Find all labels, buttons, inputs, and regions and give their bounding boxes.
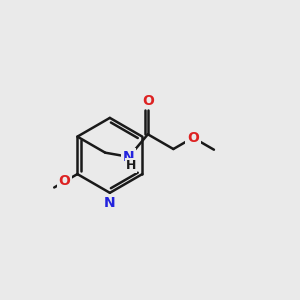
Text: O: O xyxy=(187,131,199,145)
Text: O: O xyxy=(142,94,154,107)
Text: N: N xyxy=(123,150,135,164)
Text: N: N xyxy=(104,196,116,210)
Text: O: O xyxy=(59,175,70,188)
Text: H: H xyxy=(126,159,136,172)
